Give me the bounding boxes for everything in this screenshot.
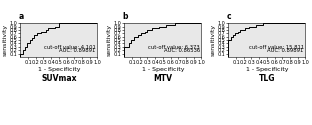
X-axis label: 1 - Specificity: 1 - Specificity — [246, 67, 288, 72]
Y-axis label: sensitivity: sensitivity — [211, 24, 216, 56]
Y-axis label: sensitivity: sensitivity — [3, 24, 8, 56]
Text: c: c — [227, 12, 232, 20]
X-axis label: 1 - Specificity: 1 - Specificity — [38, 67, 80, 72]
Text: AUC: 0.89891: AUC: 0.89891 — [267, 48, 304, 53]
Text: MTV: MTV — [154, 74, 172, 84]
X-axis label: 1 - Specificity: 1 - Specificity — [142, 67, 184, 72]
Text: AUC: 0.89891: AUC: 0.89891 — [59, 48, 96, 53]
Text: a: a — [19, 12, 24, 20]
Y-axis label: sensitivity: sensitivity — [107, 24, 112, 56]
Text: TLG: TLG — [259, 74, 275, 84]
Text: AUC: 0.86536: AUC: 0.86536 — [163, 48, 200, 53]
Text: b: b — [123, 12, 128, 20]
Text: SUVmax: SUVmax — [41, 74, 77, 84]
Text: cut-off value: 6.373: cut-off value: 6.373 — [148, 45, 200, 50]
Text: cut-off value: 4.101: cut-off value: 4.101 — [44, 45, 96, 50]
Text: cut-off value: 15.811: cut-off value: 15.811 — [249, 45, 304, 50]
